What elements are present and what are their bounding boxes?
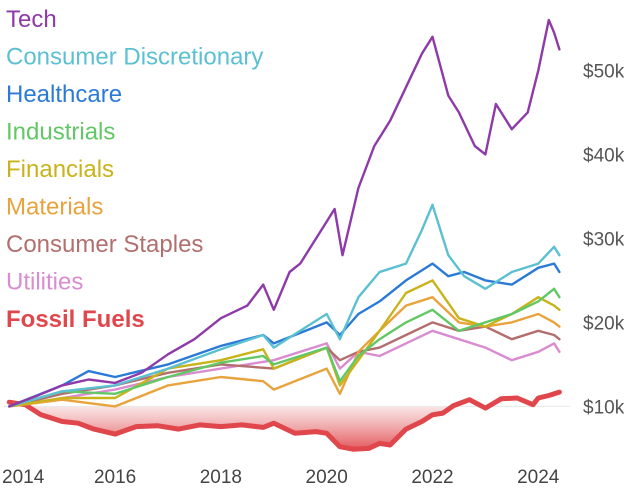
x-tick-label: 2018 [200, 467, 242, 488]
legend: Tech Consumer Discretionary Healthcare Indu… [6, 6, 263, 333]
series-line-fossil-fuels [6, 389, 562, 452]
series-line-industrials [8, 287, 561, 408]
x-tick-label: 2014 [2, 467, 45, 488]
y-tick-label: $40k [583, 145, 625, 166]
legend-item-industrials: Industrials [6, 119, 115, 146]
y-tick-label: $30k [583, 229, 625, 250]
legend-item-fossil-fuels: Fossil Fuels [6, 306, 145, 333]
x-axis-ticks: 2014 2016 2018 2020 2022 2024 [2, 467, 560, 488]
series-line-consumer-discretionary [8, 203, 561, 408]
y-axis-ticks: $10k $20k $30k $40k $50k [583, 61, 625, 418]
legend-item-tech: Tech [6, 6, 57, 33]
y-tick-label: $10k [583, 397, 625, 418]
y-tick-label: $50k [583, 61, 625, 82]
series-line-materials [8, 296, 561, 408]
series-layer [6, 18, 562, 452]
x-tick-label: 2022 [411, 467, 453, 488]
legend-item-consumer-staples: Consumer Staples [6, 231, 203, 258]
series-line-healthcare [8, 262, 561, 408]
legend-item-utilities: Utilities [6, 269, 83, 296]
legend-item-consumer-discretionary: Consumer Discretionary [6, 44, 263, 71]
x-tick-label: 2024 [517, 467, 560, 488]
legend-item-financials: Financials [6, 156, 114, 183]
series-line-tech [8, 18, 561, 408]
x-tick-label: 2020 [306, 467, 348, 488]
y-tick-label: $20k [583, 313, 625, 334]
x-tick-label: 2016 [94, 467, 136, 488]
legend-item-materials: Materials [6, 194, 103, 221]
legend-item-healthcare: Healthcare [6, 81, 122, 108]
series-line-consumer-staples [8, 321, 561, 408]
